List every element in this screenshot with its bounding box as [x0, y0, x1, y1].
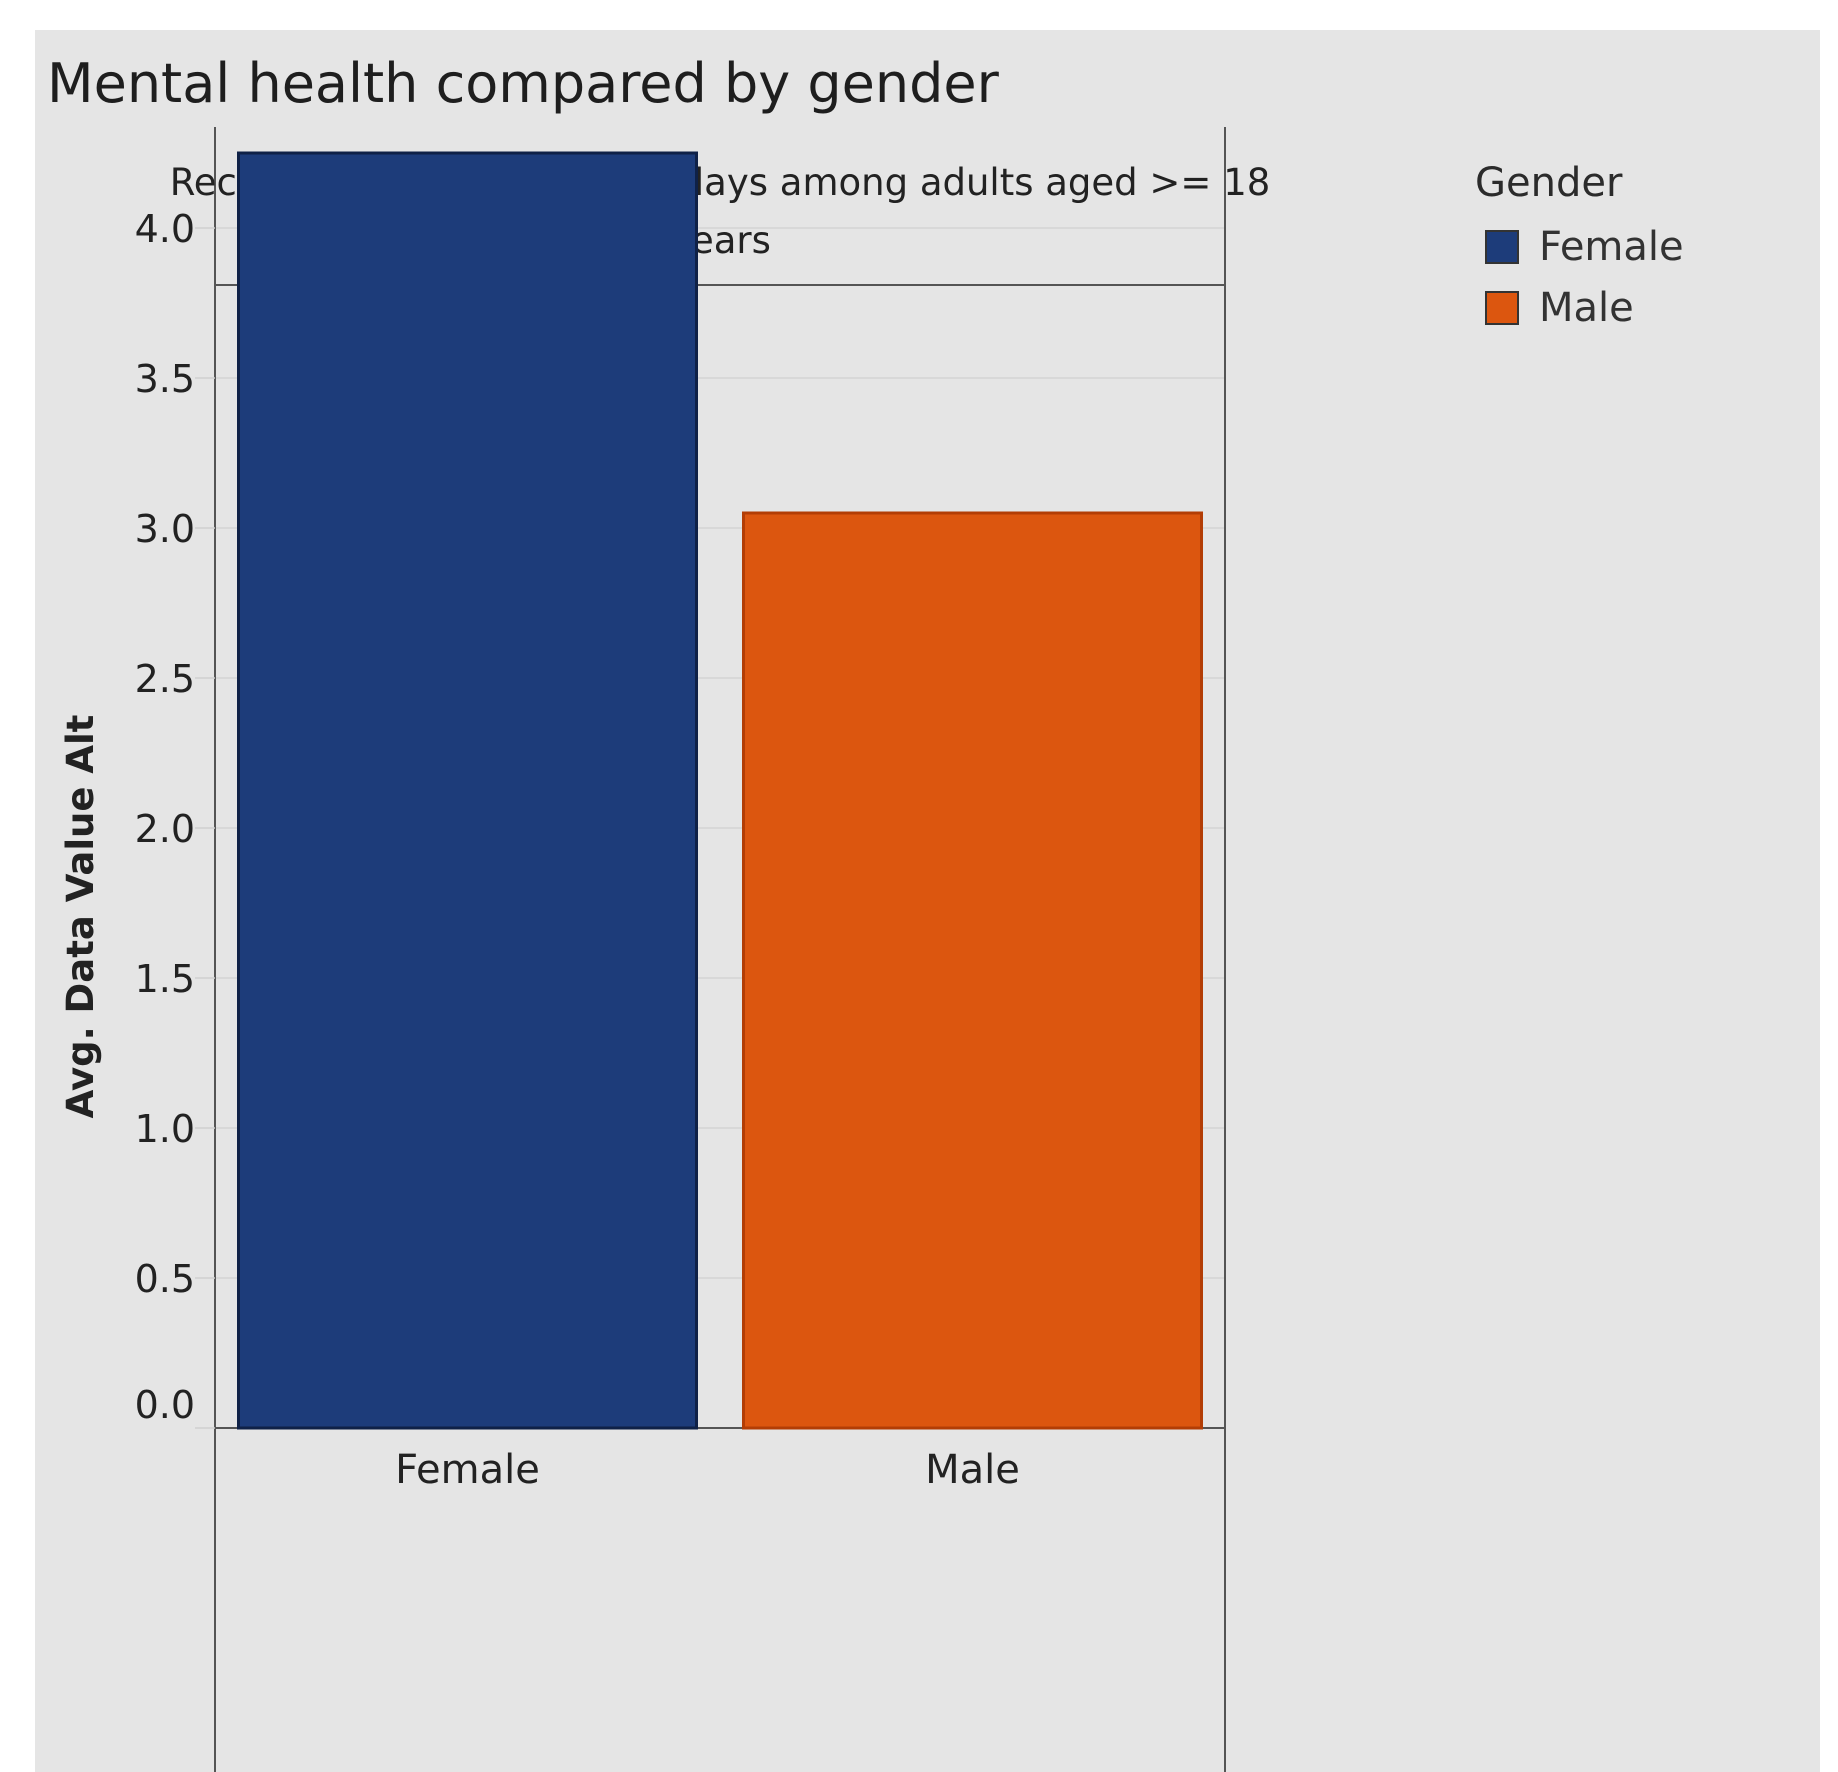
y-axis-ticks: 0.0 0.5 1.0 1.5 2.0 2.5 3.0 3.5 4.0 [135, 207, 215, 1429]
bar-female [237, 151, 698, 1430]
x-tick-label-female: Female [395, 1447, 540, 1493]
y-axis: Avg. Data Value Alt [59, 715, 102, 1119]
y-tick-label: 1.0 [135, 1107, 195, 1151]
y-tick-label: 0.0 [135, 1383, 195, 1427]
y-tick-label: 3.0 [135, 507, 195, 551]
legend: Gender Female Male [1475, 160, 1805, 338]
y-tick-label: 2.0 [135, 807, 195, 851]
y-tick-label: 0.5 [135, 1257, 195, 1301]
x-axis-ticks: Female Male [395, 1447, 1020, 1493]
legend-swatch-female [1485, 229, 1519, 264]
y-tick-label: 3.5 [135, 357, 195, 401]
x-tick-label-male: Male [925, 1447, 1020, 1493]
legend-title: Gender [1475, 160, 1623, 206]
legend-item-male[interactable]: Male [1475, 277, 1805, 338]
y-tick-label: 2.5 [135, 657, 195, 701]
legend-label-male: Male [1539, 284, 1634, 331]
chart-card: Mental health compared by gender Recent … [35, 30, 1820, 1772]
legend-swatch-male [1485, 290, 1519, 325]
bar-male [742, 511, 1203, 1430]
bars [237, 151, 1203, 1430]
bar-chart: Recent mentally unhealthy days among adu… [59, 127, 1270, 1772]
legend-item-female[interactable]: Female [1475, 216, 1805, 277]
y-tick-label: 1.5 [135, 957, 195, 1001]
y-tick-label: 4.0 [135, 207, 195, 251]
chart-title: Mental health compared by gender [47, 52, 999, 115]
legend-label-female: Female [1539, 223, 1684, 270]
y-axis-title: Avg. Data Value Alt [59, 715, 102, 1119]
